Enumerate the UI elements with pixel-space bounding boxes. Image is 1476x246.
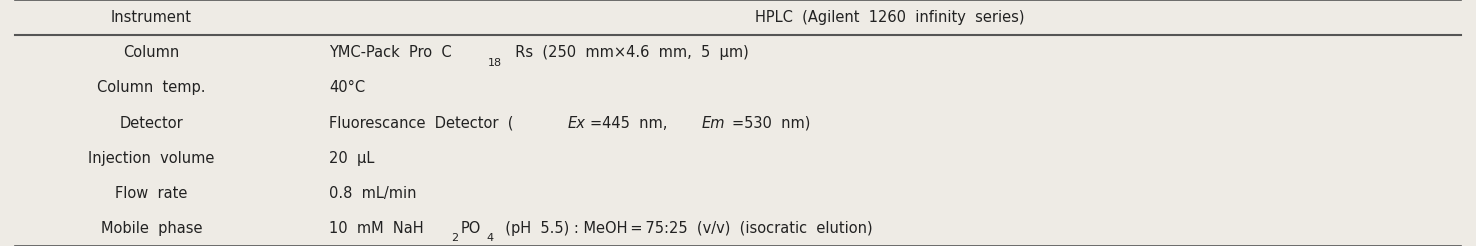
Text: 4: 4	[487, 233, 494, 243]
Text: 2: 2	[452, 233, 459, 243]
Text: Column: Column	[123, 45, 180, 60]
Text: HPLC  (Agilent  1260  infinity  series): HPLC (Agilent 1260 infinity series)	[754, 10, 1024, 25]
Text: =445  nm,: =445 nm,	[590, 116, 677, 130]
Text: Detector: Detector	[120, 116, 183, 130]
Text: Fluorescance  Detector  (: Fluorescance Detector (	[329, 116, 514, 130]
Text: 10  mM  NaH: 10 mM NaH	[329, 221, 424, 236]
Text: Ex: Ex	[567, 116, 584, 130]
Text: 20  μL: 20 μL	[329, 151, 375, 166]
Text: Mobile  phase: Mobile phase	[100, 221, 202, 236]
Text: =530  nm): =530 nm)	[732, 116, 810, 130]
Text: Instrument: Instrument	[111, 10, 192, 25]
Text: Flow  rate: Flow rate	[115, 186, 187, 201]
Text: Em: Em	[703, 116, 726, 130]
Text: 40°C: 40°C	[329, 80, 365, 95]
Text: Rs  (250  mm×4.6  mm,  5  μm): Rs (250 mm×4.6 mm, 5 μm)	[506, 45, 748, 60]
Text: Injection  volume: Injection volume	[89, 151, 214, 166]
Text: YMC-Pack  Pro  C: YMC-Pack Pro C	[329, 45, 452, 60]
Text: Column  temp.: Column temp.	[97, 80, 205, 95]
Text: 0.8  mL/min: 0.8 mL/min	[329, 186, 416, 201]
Text: PO: PO	[461, 221, 481, 236]
Text: (pH  5.5) : MeOH = 75:25  (v/v)  (isocratic  elution): (pH 5.5) : MeOH = 75:25 (v/v) (isocratic…	[496, 221, 872, 236]
Text: 18: 18	[487, 58, 502, 68]
